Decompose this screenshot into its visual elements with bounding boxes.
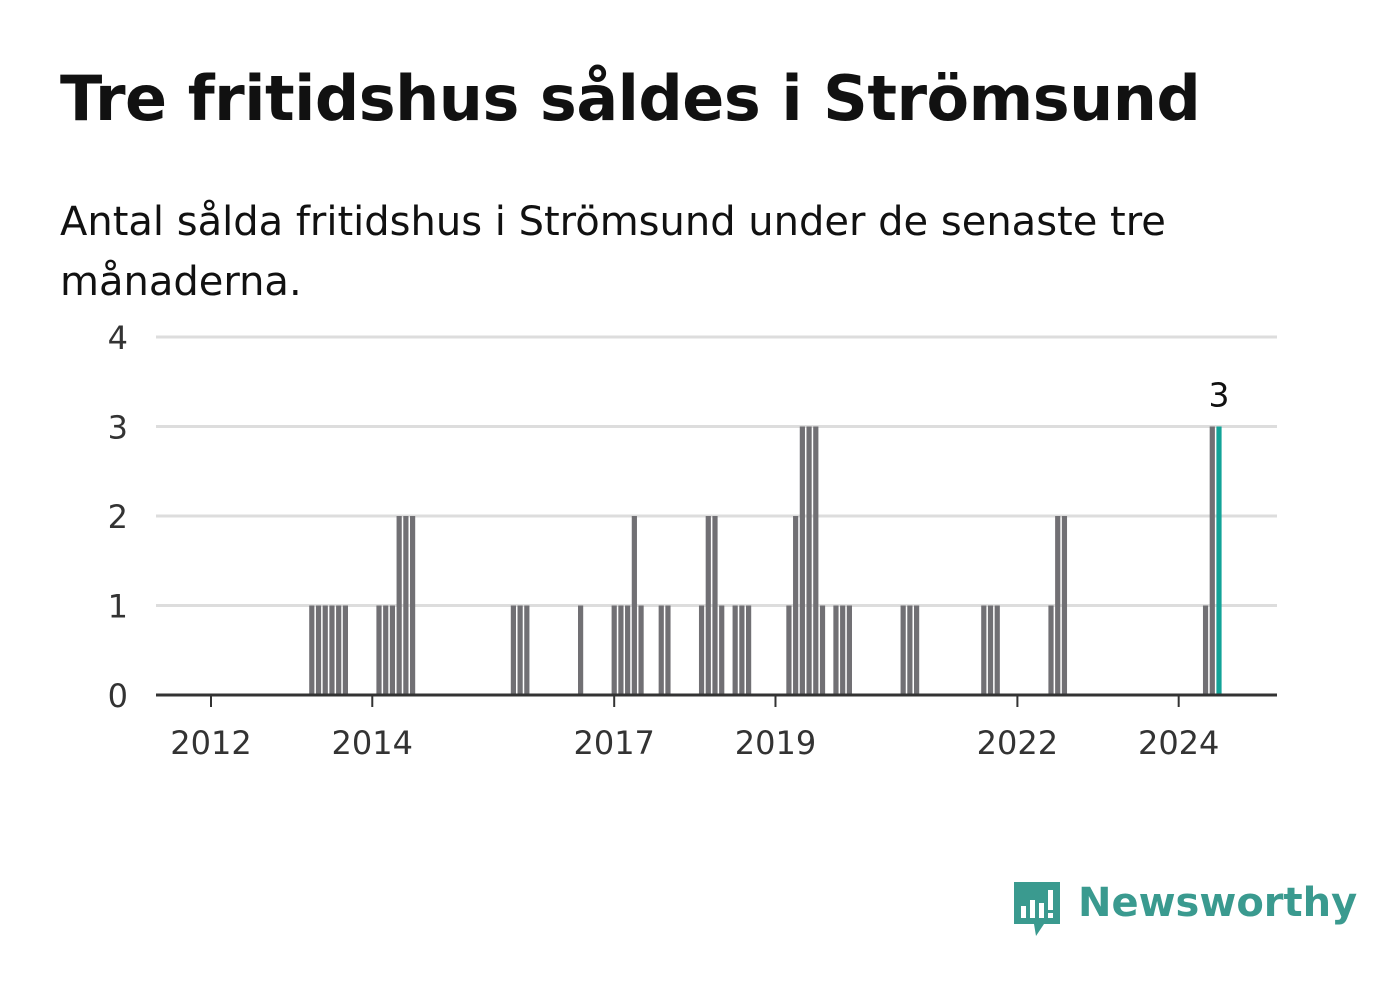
bar bbox=[618, 605, 624, 695]
bar bbox=[383, 605, 389, 695]
bars bbox=[309, 426, 1222, 695]
bar bbox=[786, 605, 792, 695]
chart-title: Tre fritidshus såldes i Strömsund bbox=[60, 62, 1201, 135]
bar bbox=[578, 605, 584, 695]
bar bbox=[846, 605, 852, 695]
bar bbox=[389, 605, 396, 695]
bar bbox=[336, 605, 342, 695]
y-axis-ticks: 0 1 2 3 4 bbox=[108, 319, 128, 715]
bar bbox=[987, 605, 994, 695]
x-tick-label: 2019 bbox=[735, 724, 816, 762]
bar bbox=[309, 605, 315, 695]
bar bbox=[907, 605, 913, 695]
x-tick-label: 2012 bbox=[170, 724, 251, 762]
bar bbox=[410, 516, 416, 695]
bar bbox=[342, 605, 348, 695]
y-tick-label: 3 bbox=[108, 409, 128, 447]
bar bbox=[1202, 605, 1209, 695]
bar bbox=[732, 605, 738, 695]
y-tick-label: 2 bbox=[108, 498, 128, 536]
bar bbox=[739, 605, 745, 695]
bar bbox=[322, 605, 328, 695]
bar bbox=[806, 426, 812, 695]
bar bbox=[631, 516, 637, 695]
bar bbox=[396, 516, 402, 695]
bar bbox=[517, 605, 523, 695]
bar bbox=[981, 605, 987, 695]
brand-name: Newsworthy bbox=[1078, 880, 1358, 926]
y-tick-label: 0 bbox=[108, 677, 128, 715]
x-axis: 2012 2014 2017 2019 2022 2024 bbox=[156, 693, 1277, 762]
bar bbox=[315, 605, 322, 695]
x-tick-label: 2022 bbox=[977, 724, 1058, 762]
bar bbox=[376, 605, 382, 695]
bar bbox=[611, 605, 617, 695]
bar bbox=[813, 426, 819, 695]
bar bbox=[719, 605, 725, 695]
bar bbox=[524, 605, 530, 695]
bar bbox=[793, 516, 799, 695]
bar bbox=[705, 516, 711, 695]
y-tick-label: 4 bbox=[108, 319, 128, 357]
bar bbox=[914, 605, 920, 695]
bar bbox=[329, 605, 335, 695]
bar bbox=[403, 516, 409, 695]
bar bbox=[833, 605, 839, 695]
bar bbox=[799, 426, 805, 695]
bar bbox=[698, 605, 705, 695]
bar bbox=[746, 605, 752, 695]
bar bbox=[1209, 426, 1215, 695]
bar bbox=[1055, 516, 1061, 695]
bar bbox=[840, 605, 846, 695]
bar bbox=[638, 605, 644, 695]
bar bbox=[819, 605, 826, 695]
bar bbox=[712, 516, 718, 695]
bar bbox=[900, 605, 906, 695]
newsworthy-logo-icon bbox=[1014, 882, 1060, 936]
y-tick-label: 1 bbox=[108, 588, 128, 626]
x-tick-label: 2024 bbox=[1138, 724, 1219, 762]
chart-subtitle: Antal sålda fritidshus i Strömsund under… bbox=[60, 199, 1166, 305]
bar bbox=[625, 605, 631, 695]
data-labels: 3 bbox=[1209, 376, 1230, 415]
bar bbox=[1061, 516, 1068, 695]
bar bbox=[510, 605, 516, 695]
bar bbox=[994, 605, 1000, 695]
bar-highlight bbox=[1216, 426, 1222, 695]
bar bbox=[658, 605, 664, 695]
bar bbox=[1048, 605, 1054, 695]
x-tick-label: 2014 bbox=[332, 724, 413, 762]
x-tick-label: 2017 bbox=[573, 724, 654, 762]
data-label-latest: 3 bbox=[1209, 376, 1230, 415]
brand-logo: Newsworthy bbox=[1010, 878, 1357, 942]
bar bbox=[665, 605, 671, 695]
